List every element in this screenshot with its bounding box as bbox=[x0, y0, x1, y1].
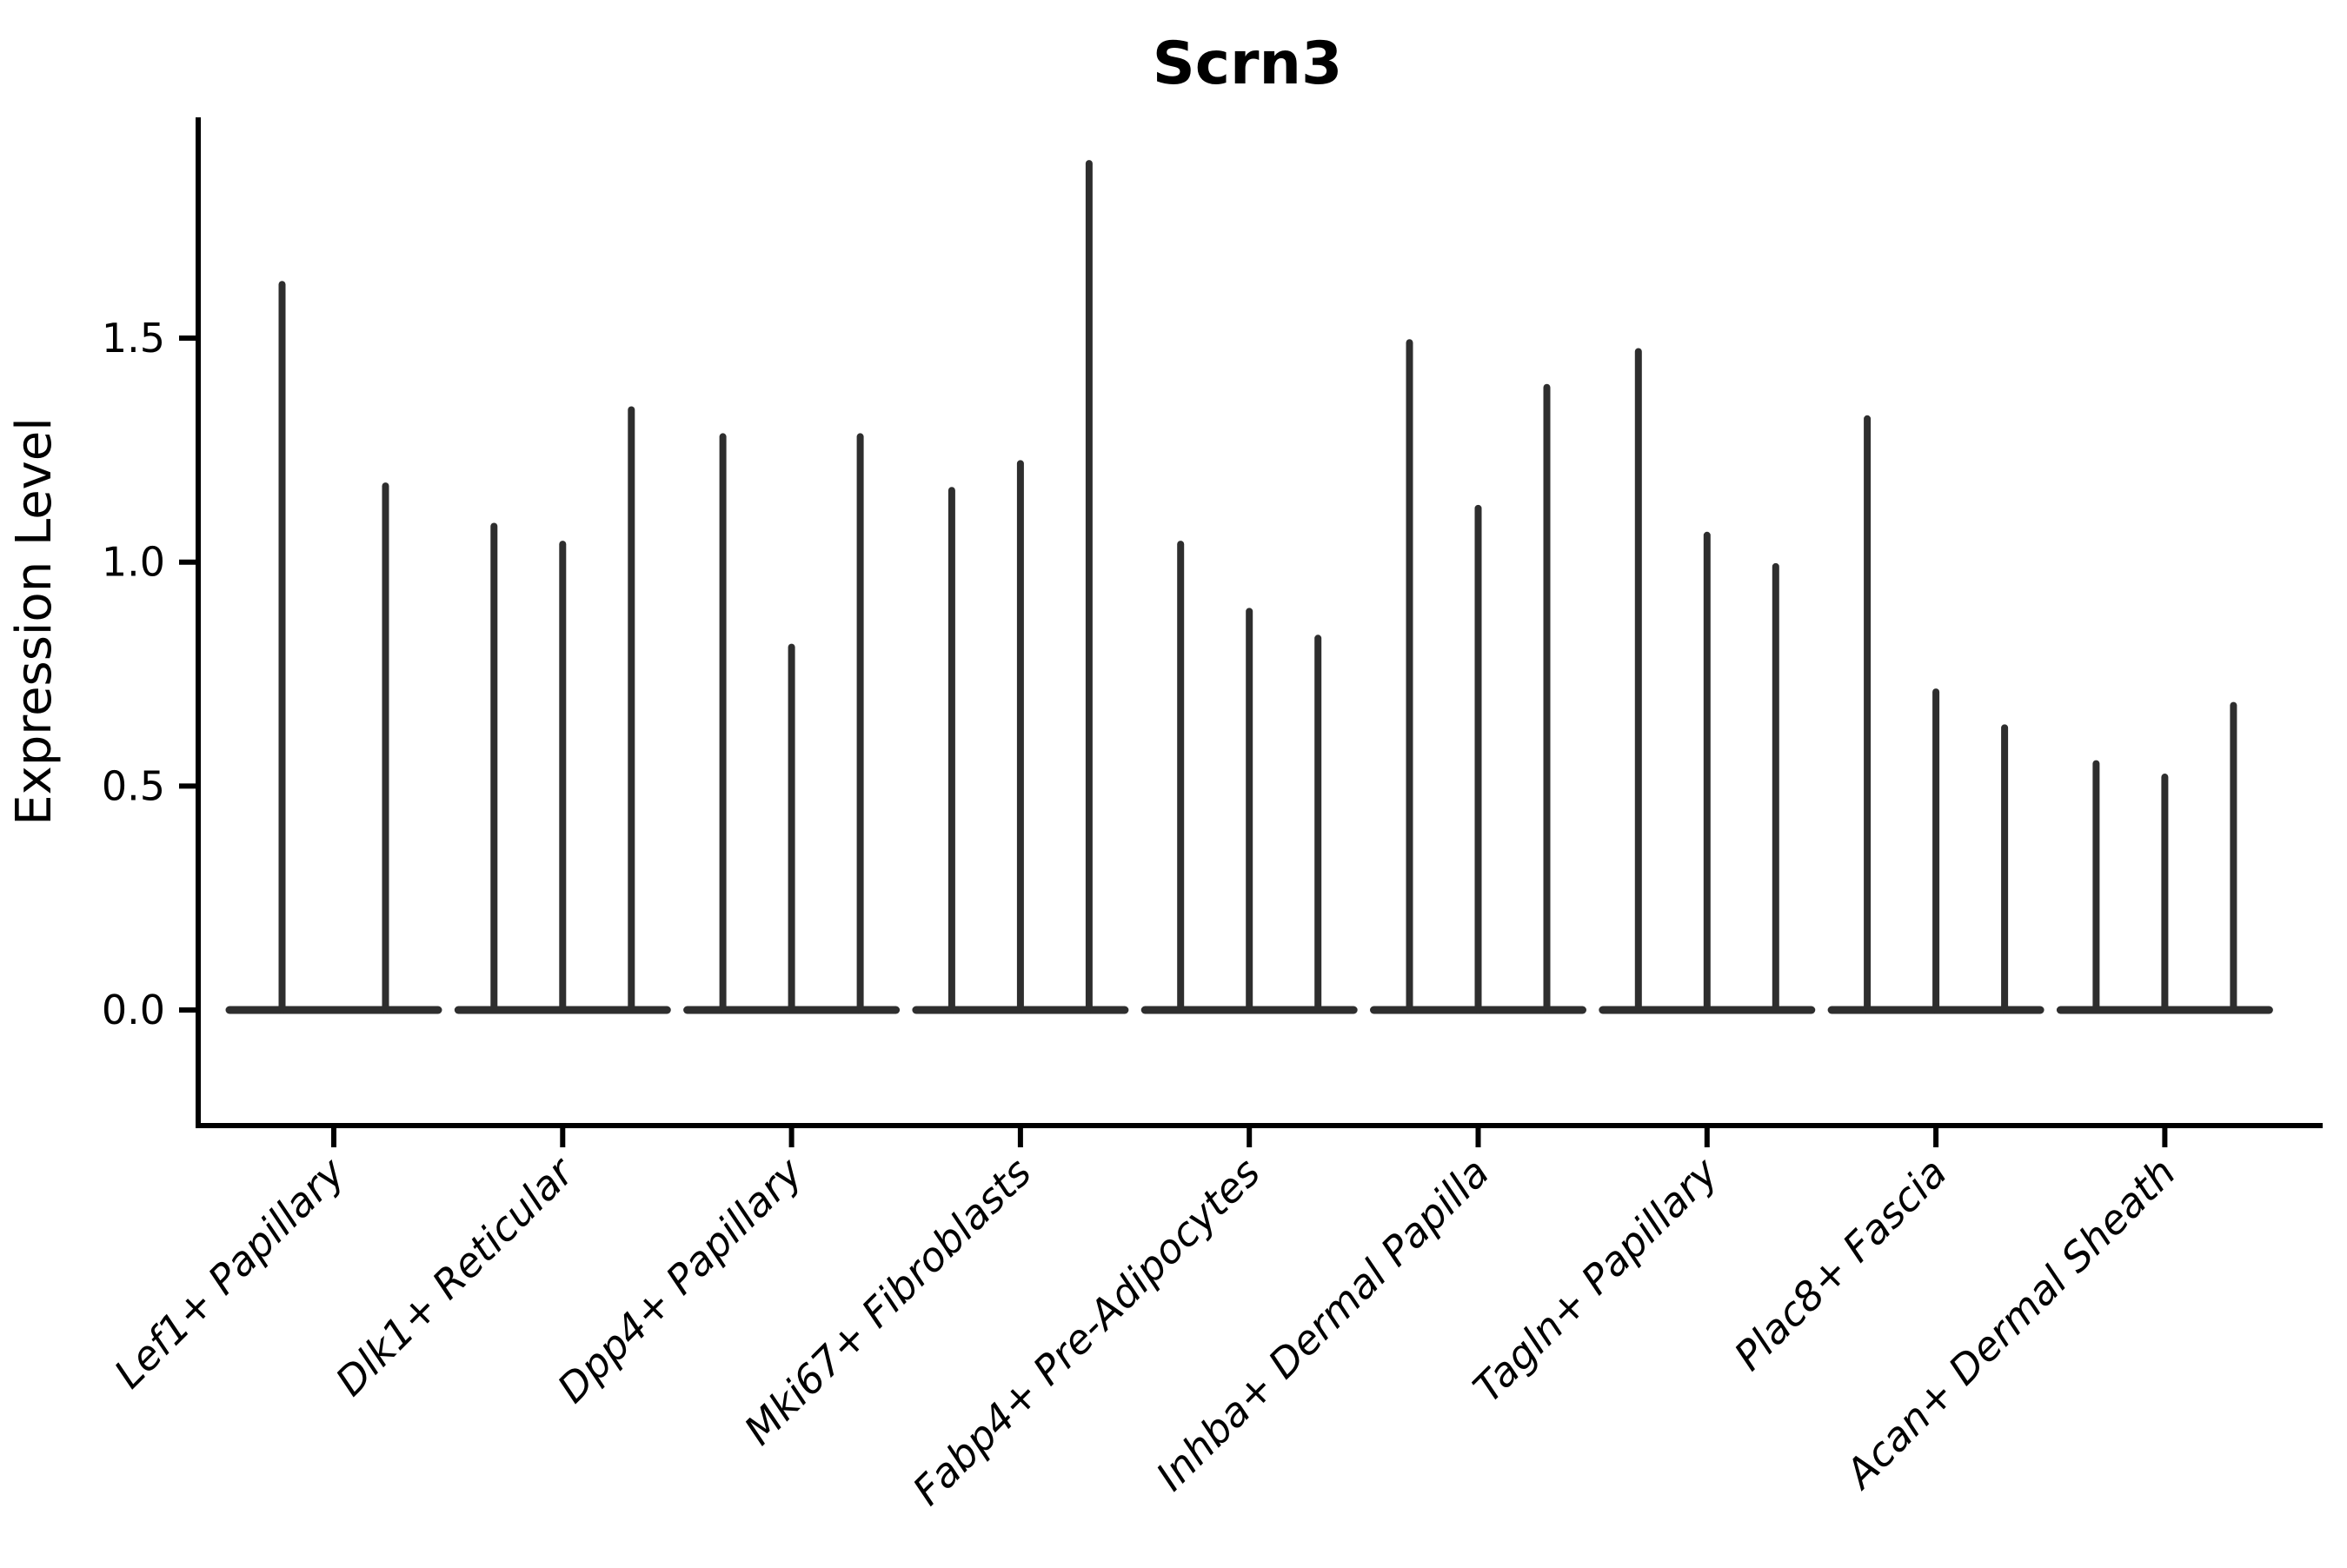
x-tick-label: Dlk1+ Reticular bbox=[326, 1146, 584, 1405]
x-tick-label: Dpp4+ Papillary bbox=[549, 1148, 812, 1412]
chart-title: Scrn3 bbox=[1153, 30, 1343, 98]
y-tick-label: 0.0 bbox=[102, 987, 165, 1033]
x-tick-label: Lef1+ Papillary bbox=[105, 1148, 354, 1397]
x-tick-label: Plac8+ Fascia bbox=[1725, 1149, 1955, 1379]
x-tick-label: Tagln+ Papillary bbox=[1464, 1148, 1727, 1412]
y-tick-label: 0.5 bbox=[102, 762, 165, 809]
y-tick-label: 1.0 bbox=[102, 539, 165, 586]
y-tick-label: 1.5 bbox=[102, 315, 165, 362]
y-axis-label: Expression Level bbox=[6, 417, 63, 826]
